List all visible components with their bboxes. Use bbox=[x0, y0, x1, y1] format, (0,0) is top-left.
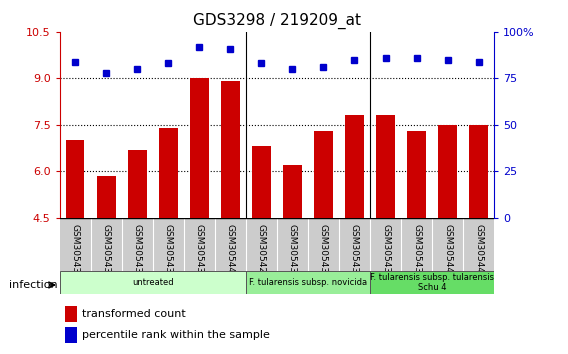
Bar bbox=[407, 131, 426, 218]
Text: GSM305442: GSM305442 bbox=[474, 224, 483, 279]
Bar bbox=[65, 327, 77, 343]
Bar bbox=[370, 271, 494, 294]
Text: GSM305438: GSM305438 bbox=[195, 224, 204, 279]
Text: F. tularensis subsp. tularensis
Schu 4: F. tularensis subsp. tularensis Schu 4 bbox=[370, 273, 494, 292]
Bar bbox=[246, 271, 370, 294]
Bar bbox=[65, 306, 77, 321]
Text: GSM305437: GSM305437 bbox=[381, 224, 390, 279]
Text: GSM305431: GSM305431 bbox=[288, 224, 297, 279]
Bar bbox=[376, 115, 395, 218]
Bar bbox=[190, 78, 208, 218]
Text: GSM305435: GSM305435 bbox=[350, 224, 359, 279]
Text: GSM305441: GSM305441 bbox=[443, 224, 452, 279]
Text: GSM305440: GSM305440 bbox=[226, 224, 235, 279]
Text: GSM305432: GSM305432 bbox=[102, 224, 111, 279]
Bar bbox=[438, 125, 457, 218]
Bar bbox=[128, 149, 147, 218]
Text: GSM305433: GSM305433 bbox=[319, 224, 328, 279]
Text: transformed count: transformed count bbox=[82, 309, 186, 319]
Text: infection: infection bbox=[9, 280, 57, 290]
Text: untreated: untreated bbox=[132, 278, 174, 287]
Bar bbox=[159, 128, 178, 218]
Title: GDS3298 / 219209_at: GDS3298 / 219209_at bbox=[193, 13, 361, 29]
Bar bbox=[252, 147, 271, 218]
Text: F. tularensis subsp. novicida: F. tularensis subsp. novicida bbox=[249, 278, 367, 287]
Text: percentile rank within the sample: percentile rank within the sample bbox=[82, 330, 270, 341]
Bar bbox=[314, 131, 333, 218]
Text: GSM305430: GSM305430 bbox=[70, 224, 80, 279]
Bar bbox=[469, 125, 488, 218]
Bar bbox=[60, 218, 494, 271]
Bar bbox=[66, 140, 85, 218]
Bar bbox=[283, 165, 302, 218]
Bar bbox=[345, 115, 364, 218]
Text: GSM305434: GSM305434 bbox=[133, 224, 142, 279]
Text: GSM305439: GSM305439 bbox=[412, 224, 421, 279]
Bar bbox=[97, 176, 115, 218]
Text: GSM305429: GSM305429 bbox=[257, 224, 266, 279]
Bar bbox=[60, 271, 246, 294]
Bar bbox=[221, 81, 240, 218]
Text: GSM305436: GSM305436 bbox=[164, 224, 173, 279]
